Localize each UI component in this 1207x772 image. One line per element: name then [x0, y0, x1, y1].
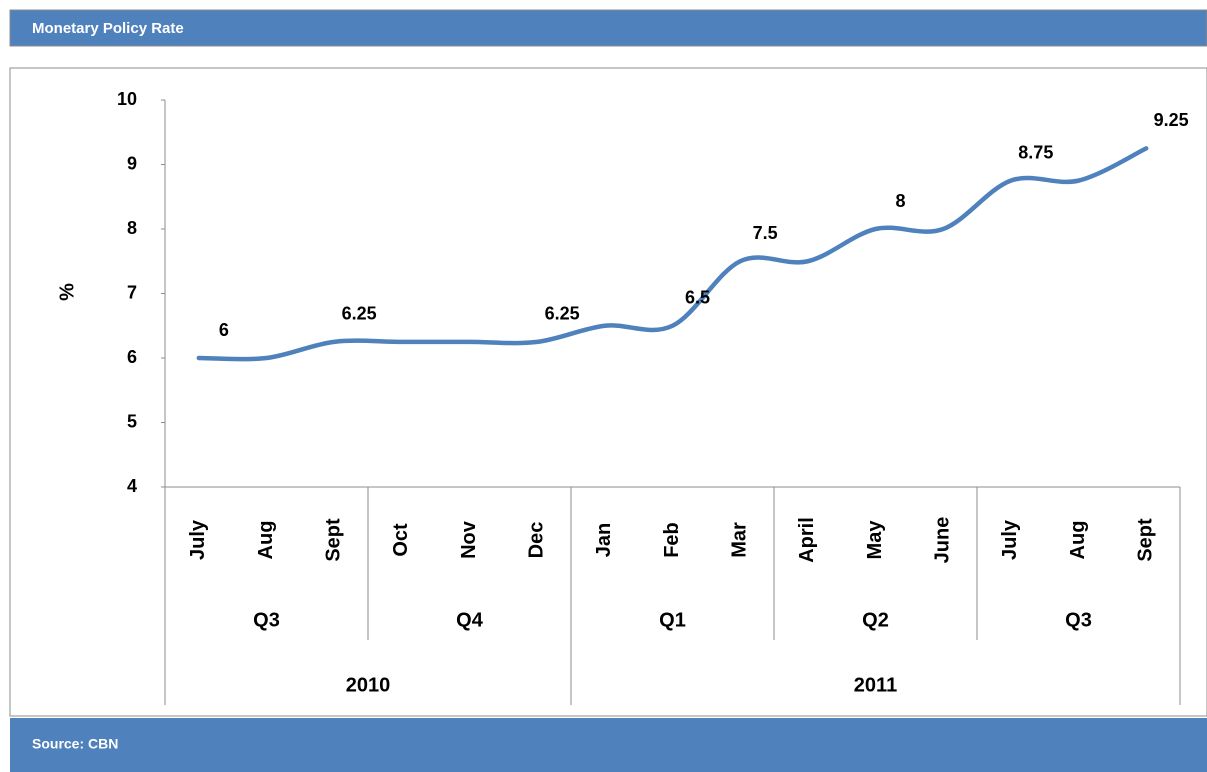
x-tick-label: Nov: [458, 520, 480, 559]
x-tick-label: July: [999, 519, 1021, 560]
data-label: 6.25: [545, 304, 580, 324]
quarter-label: Q3: [1065, 609, 1092, 631]
y-axis-label: %: [56, 283, 78, 301]
y-tick-label: 4: [127, 476, 137, 496]
header-bar: [9, 9, 1207, 47]
year-label: 2011: [854, 674, 897, 696]
y-tick-label: 8: [127, 218, 137, 238]
x-tick-label: Feb: [661, 522, 683, 558]
data-label: 8.75: [1018, 142, 1053, 162]
y-tick-label: 9: [127, 153, 137, 173]
y-tick-label: 6: [127, 347, 137, 367]
x-tick-label: April: [796, 517, 818, 563]
x-tick-label: June: [931, 517, 953, 564]
y-tick-label: 7: [127, 282, 137, 302]
quarter-label: Q4: [456, 609, 484, 631]
quarter-label: Q3: [253, 609, 280, 631]
data-label: 6: [219, 320, 229, 340]
quarter-label: Q1: [659, 609, 686, 631]
x-tick-label: Oct: [390, 523, 412, 557]
footer-bar: [10, 718, 1207, 772]
source-note: Source: CBN: [32, 736, 118, 752]
data-label: 8: [895, 191, 905, 211]
x-tick-label: Dec: [525, 522, 547, 559]
data-label: 6.5: [685, 288, 710, 308]
data-label: 9.25: [1154, 110, 1189, 130]
x-tick-label: Aug: [1067, 521, 1089, 560]
x-tick-label: Jan: [593, 523, 615, 557]
data-label: 6.25: [342, 304, 377, 324]
x-tick-label: Mar: [728, 522, 750, 558]
x-tick-label: Sept: [322, 518, 344, 562]
chart-title: Monetary Policy Rate: [32, 20, 184, 37]
x-tick-label: Aug: [255, 521, 277, 560]
x-tick-label: Sept: [1134, 518, 1156, 562]
x-tick-label: July: [187, 519, 209, 560]
y-tick-label: 5: [127, 411, 137, 431]
y-tick-label: 10: [117, 89, 137, 109]
plot-frame: [9, 67, 1207, 717]
x-tick-label: May: [864, 520, 886, 560]
line: [196, 146, 1149, 362]
quarter-label: Q2: [862, 609, 889, 631]
data-label: 7.5: [753, 223, 778, 243]
year-label: 2010: [346, 674, 391, 696]
